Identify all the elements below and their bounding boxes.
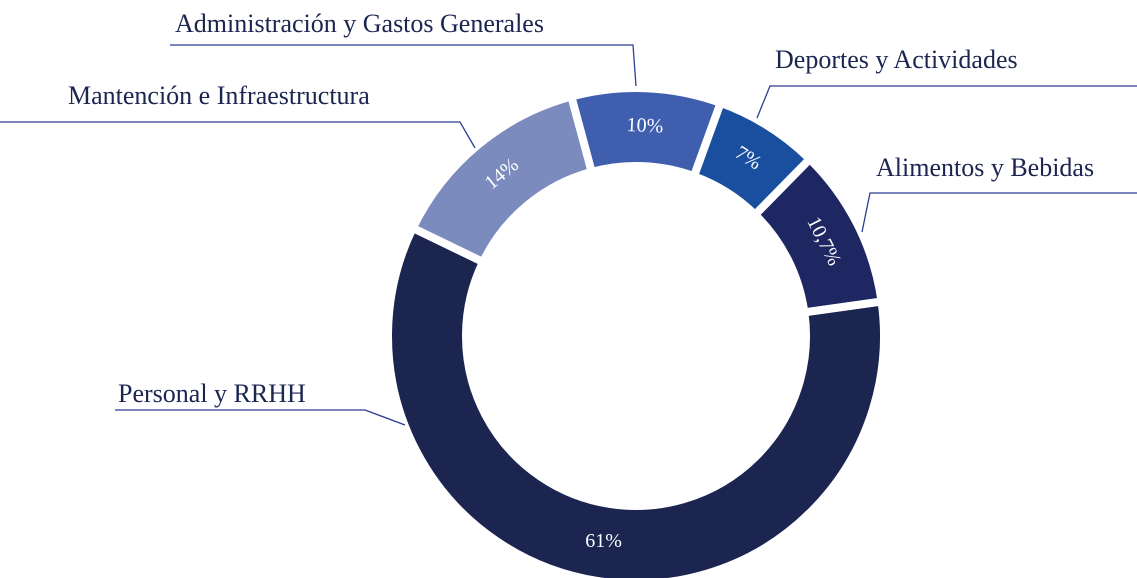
category-label: Mantención e Infraestructura — [68, 81, 370, 110]
leader-line — [861, 192, 1137, 233]
leader-line — [756, 85, 1137, 119]
leader-line — [170, 44, 637, 87]
donut-segment — [749, 153, 887, 317]
category-label: Deportes y Actividades — [775, 45, 1018, 74]
leader-line — [0, 121, 476, 149]
category-label: Alimentos y Bebidas — [876, 153, 1094, 182]
leader-line — [115, 409, 406, 426]
donut-segment — [384, 222, 888, 578]
value-label: 61% — [585, 530, 622, 552]
category-label: Personal y RRHH — [118, 379, 306, 408]
value-label: 10% — [626, 114, 664, 138]
category-label: Administración y Gastos Generales — [175, 9, 544, 38]
